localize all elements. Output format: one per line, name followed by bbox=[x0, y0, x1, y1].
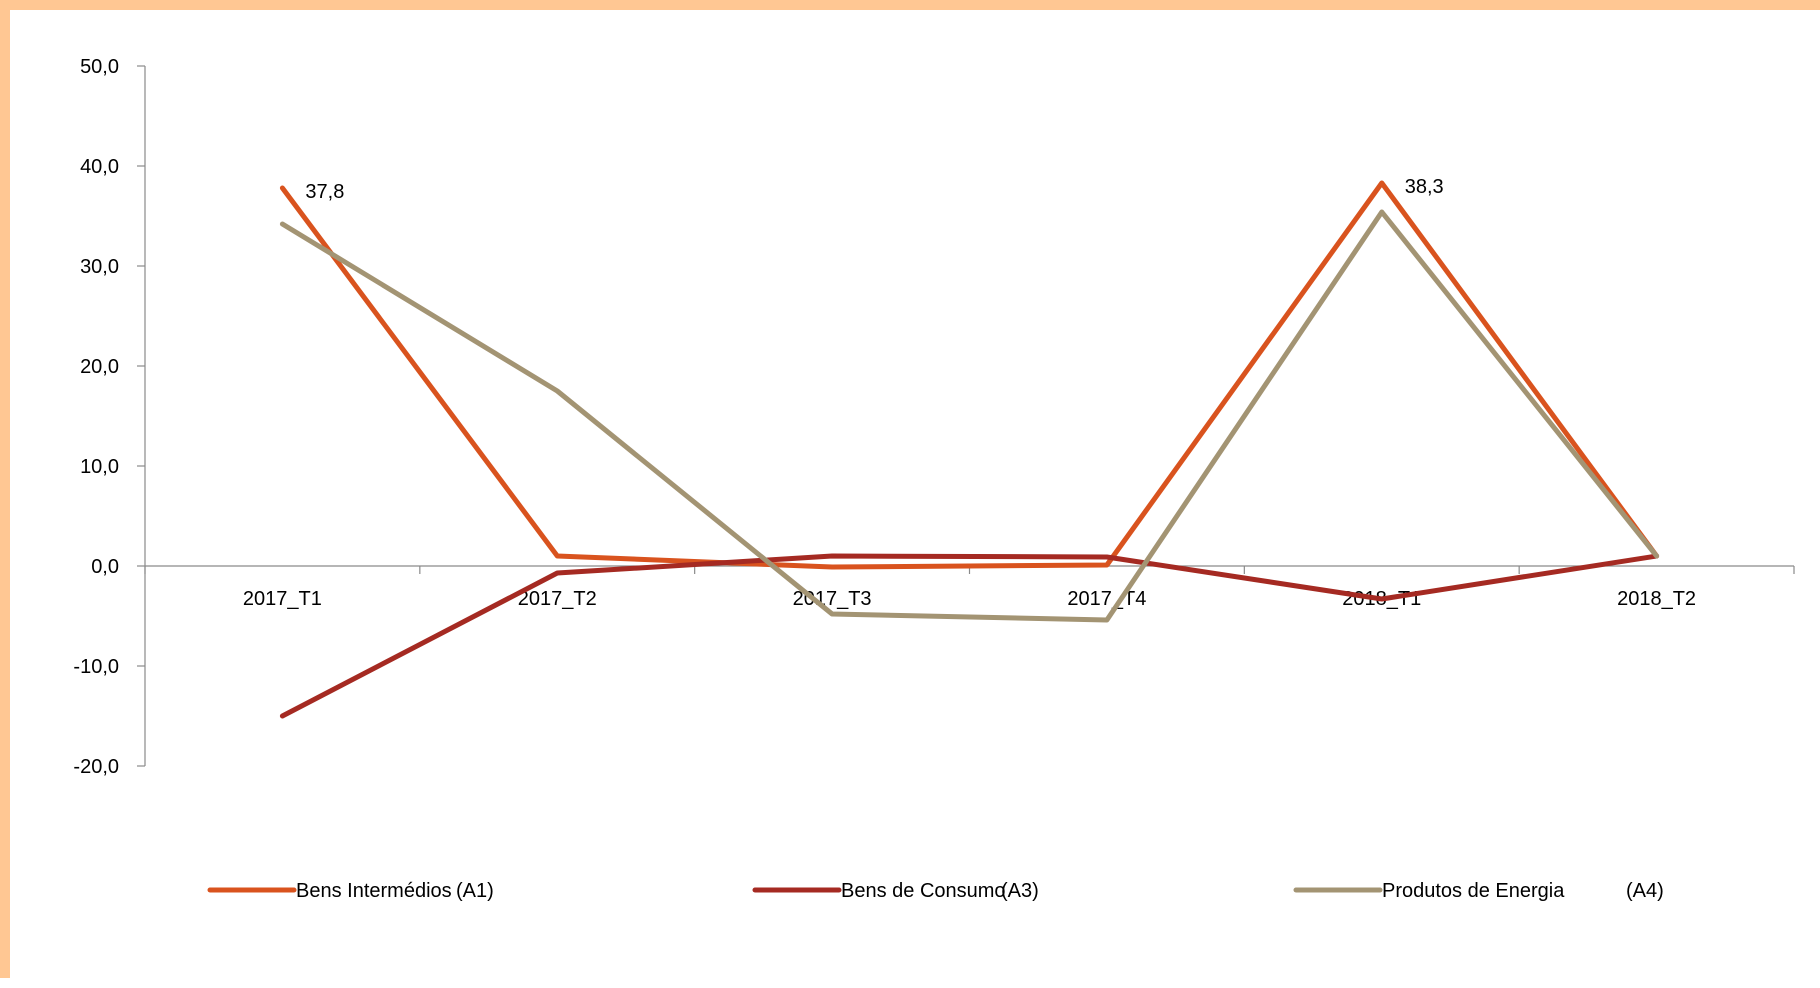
series-line-1 bbox=[279, 180, 1660, 570]
x-tick-label: 2017_T4 bbox=[1067, 588, 1146, 610]
y-tick-label: 0,0 bbox=[91, 556, 119, 578]
series-line-3 bbox=[279, 209, 1660, 623]
x-tick-label: 2017_T3 bbox=[793, 588, 872, 610]
x-tick-label: 2018_T2 bbox=[1617, 588, 1696, 610]
y-tick-label: -20,0 bbox=[73, 756, 119, 778]
y-tick-label: 30,0 bbox=[80, 256, 119, 278]
data-label: 37,8 bbox=[305, 181, 344, 203]
legend-label: Bens de Consumo bbox=[841, 880, 1006, 902]
x-tick-label: 2017_T1 bbox=[243, 588, 322, 610]
line-chart: 50,0 40,0 30,0 20,0 10,0 0,0 -10,0 -20,0 2017_T1… bbox=[73, 56, 1795, 902]
legend-code: (A1) bbox=[456, 880, 494, 902]
y-tick-label: 40,0 bbox=[80, 156, 119, 178]
y-tick-label: 50,0 bbox=[80, 56, 119, 78]
axes: 50,0 40,0 30,0 20,0 10,0 0,0 -10,0 -20,0 2017_T1… bbox=[73, 56, 1795, 778]
data-labels: 37,8 38,3 bbox=[305, 176, 1443, 203]
legend-label: Bens Intermédios bbox=[296, 880, 452, 902]
legend-code: (A4) bbox=[1626, 880, 1664, 902]
series-line-2 bbox=[279, 553, 1660, 719]
legend-code: (A3) bbox=[1001, 880, 1039, 902]
x-tick-label: 2017_T2 bbox=[518, 588, 597, 610]
data-label: 38,3 bbox=[1405, 176, 1444, 198]
legend-label: Produtos de Energia bbox=[1382, 880, 1565, 902]
legend: Bens Intermédios (A1) Bens de Consumo(A3) P… bbox=[207, 880, 1664, 902]
y-tick-label: 20,0 bbox=[80, 356, 119, 378]
series-lines bbox=[279, 180, 1660, 719]
y-tick-label: -10,0 bbox=[73, 656, 119, 678]
y-tick-label: 10,0 bbox=[80, 456, 119, 478]
